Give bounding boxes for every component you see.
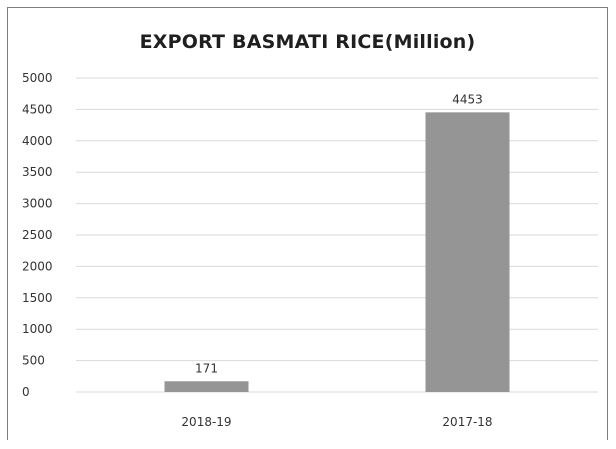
x-tick-label: 2018-19 [181, 415, 231, 429]
y-tick-label: 2000 [22, 259, 53, 273]
y-tick-label: 5000 [22, 71, 53, 85]
y-tick-label: 1500 [22, 291, 53, 305]
y-tick-label: 3500 [22, 165, 53, 179]
bar [164, 381, 249, 392]
y-tick-label: 3000 [22, 197, 53, 211]
y-tick-label: 4500 [22, 102, 53, 116]
y-axis-ticks: 0 500 1000 1500 2000 2500 3000 3500 4000 4500 5000 [22, 71, 53, 399]
chart-title: EXPORT BASMATI RICE(Million) [139, 31, 476, 53]
x-tick-label: 2017-18 [442, 415, 492, 429]
x-axis-ticks: 2018-19 2017-18 [181, 415, 492, 429]
bar [425, 112, 510, 393]
y-tick-label: 2500 [22, 228, 53, 242]
gridlines [76, 77, 598, 393]
bars [164, 112, 510, 393]
data-label: 171 [195, 361, 218, 375]
y-tick-label: 4000 [22, 134, 53, 148]
data-labels: 171 4453 [195, 92, 483, 375]
y-tick-label: 500 [22, 354, 45, 368]
data-label: 4453 [452, 92, 483, 106]
y-tick-label: 1000 [22, 322, 53, 336]
y-tick-label: 0 [22, 385, 30, 399]
